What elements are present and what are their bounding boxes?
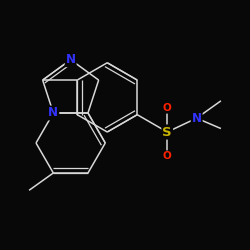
Text: N: N — [192, 112, 202, 125]
Text: N: N — [66, 53, 76, 66]
Text: O: O — [163, 151, 172, 161]
Text: S: S — [162, 126, 172, 138]
Text: O: O — [163, 103, 172, 113]
Text: N: N — [48, 106, 58, 120]
